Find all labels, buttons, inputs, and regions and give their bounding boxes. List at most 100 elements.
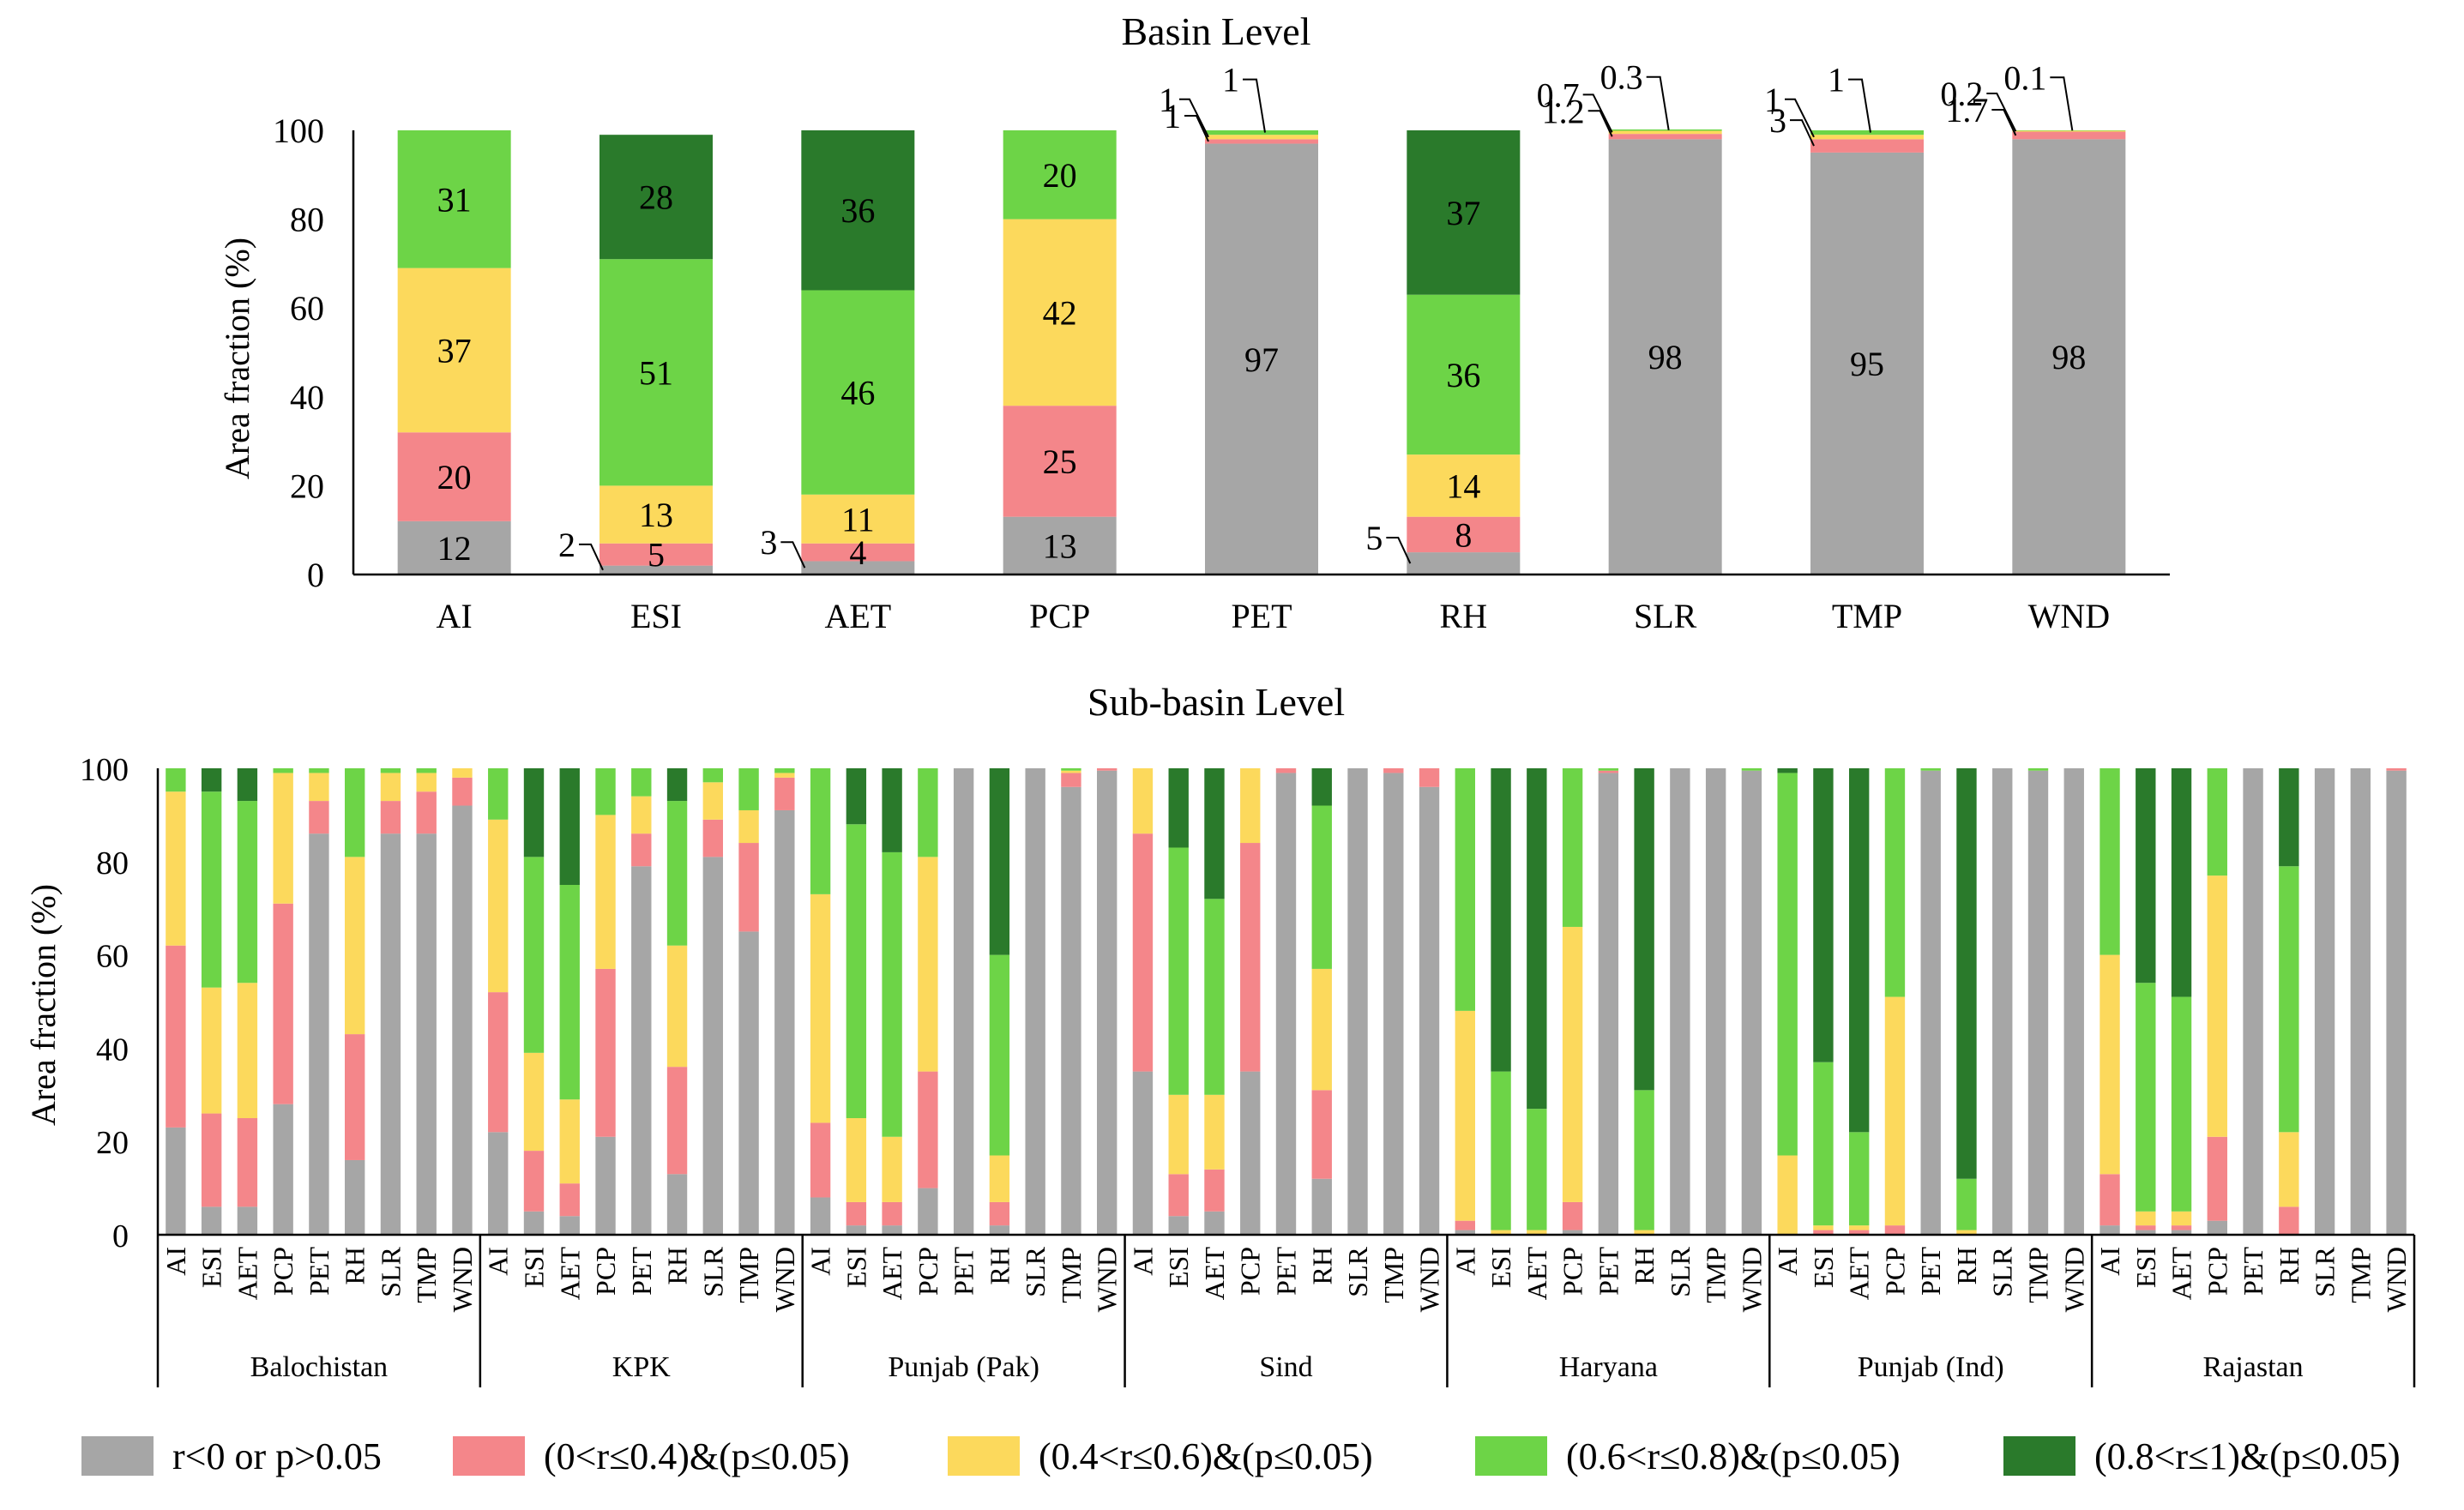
sub-basin-group-label: Punjab (Pak) [888, 1351, 1039, 1383]
sub-basin-bar-segment [738, 931, 759, 1235]
sub-basin-x-tick-label: WND [2381, 1247, 2412, 1312]
basin-bar-segment [801, 290, 915, 495]
basin-x-tick-label: SLR [1634, 597, 1697, 635]
sub-basin-bar-segment [810, 1122, 831, 1198]
sub-basin-bar-segment [1562, 1201, 1583, 1230]
basin-data-label: 36 [840, 191, 875, 230]
sub-basin-bar-segment [488, 992, 509, 1133]
sub-basin-bar-segment [1920, 770, 1941, 1235]
sub-basin-bar-segment [309, 801, 329, 834]
basin-data-label: 31 [437, 180, 472, 219]
sub-basin-bar-segment [989, 954, 1010, 1156]
sub-basin-bar-segment [1383, 768, 1404, 773]
sub-basin-bar-segment [882, 1201, 902, 1226]
sub-basin-x-tick-label: WND [2058, 1247, 2089, 1312]
sub-basin-y-tick-label: 60 [96, 939, 129, 975]
basin-callout-label: 0.2 [1940, 75, 1983, 113]
basin-y-tick-label: 20 [290, 466, 324, 505]
sub-basin-bar-segment [344, 1159, 365, 1235]
legend-label: (0.8<r≤1)&(p≤0.05) [2094, 1435, 2401, 1477]
sub-basin-level-panel: Sub-basin Level Area fraction (%) 0 20 40 6… [24, 680, 2416, 1387]
basin-bar-segment [1407, 516, 1521, 553]
sub-basin-bar-segment [595, 968, 616, 1137]
sub-basin-x-tick-label: AET [554, 1247, 585, 1301]
sub-basin-bar-segment [1096, 770, 1118, 1235]
basin-bar-segment [1205, 130, 1318, 135]
sub-basin-bar-segment [2386, 768, 2407, 771]
basin-bar-segment [2012, 139, 2126, 575]
sub-basin-bar-segment [1383, 773, 1404, 1235]
sub-basin-x-tick-label: WND [447, 1247, 478, 1312]
sub-basin-bar-segment [989, 1225, 1010, 1235]
sub-basin-x-tick-label: AET [1199, 1247, 1230, 1301]
sub-basin-x-tick-label: AI [2094, 1247, 2125, 1276]
sub-basin-bar-segment [166, 1127, 186, 1235]
sub-basin-bar-segment [1061, 770, 1081, 773]
sub-basin-bar-segment [416, 768, 437, 773]
basin-bar-segment [599, 135, 713, 260]
legend-swatch [81, 1436, 154, 1476]
sub-basin-bar-segment [1168, 768, 1189, 848]
basin-bar-segment [1608, 129, 1722, 131]
basin-data-label: 11 [841, 500, 875, 538]
basin-y-tick-label: 60 [290, 289, 324, 328]
legend: r<0 or p>0.05 (0<r≤0.4)&(p≤0.05) (0.4<r≤0.… [81, 1435, 2401, 1477]
sub-basin-bar-segment [2027, 770, 2049, 1235]
sub-basin-bar-segment [882, 851, 902, 1137]
legend-swatch [1475, 1436, 1547, 1476]
sub-basin-bar-segment [1956, 1178, 1977, 1230]
sub-basin-bar-segment [273, 768, 293, 773]
sub-basin-bar-segment [1634, 768, 1654, 1091]
sub-basin-bar-segment [416, 833, 437, 1235]
basin-y-tick-label: 100 [273, 111, 324, 150]
sub-basin-bar-segment [631, 866, 652, 1235]
legend-label: (0<r≤0.4)&(p≤0.05) [544, 1435, 850, 1477]
sub-basin-bar-segment [2136, 1211, 2156, 1226]
sub-basin-bar-segment [2136, 768, 2156, 984]
basin-data-label: 37 [437, 331, 472, 370]
sub-basin-group-label: Sind [1259, 1351, 1312, 1383]
sub-basin-bar-segment [273, 773, 293, 904]
sub-basin-bar-segment [595, 768, 616, 815]
sub-basin-bar-segment [846, 1118, 867, 1202]
sub-basin-bar-segment [559, 768, 580, 885]
basin-bar-segment [599, 543, 713, 566]
sub-basin-bar-segment [1132, 768, 1154, 834]
sub-basin-bar-segment [2100, 1174, 2120, 1226]
basin-bar-segment [801, 494, 915, 544]
sub-basin-bar-segment [1598, 768, 1619, 771]
sub-basin-x-tick-label: RH [340, 1247, 371, 1284]
sub-basin-bar-segment [1311, 1090, 1332, 1179]
sub-basin-x-tick-label: ESI [2130, 1247, 2161, 1288]
basin-bar-segment [2012, 131, 2126, 140]
sub-basin-bar-segment [523, 1211, 545, 1235]
basin-data-label: 36 [1446, 356, 1480, 394]
sub-basin-x-tick-label: SLR [1342, 1246, 1373, 1296]
sub-basin-bar-segment [344, 1034, 365, 1160]
sub-basin-bar-segment [1848, 1132, 1870, 1226]
sub-basin-x-tick-label: PCP [1879, 1247, 1910, 1296]
sub-basin-bar-segment [2279, 768, 2299, 867]
sub-basin-bar-segment [774, 768, 795, 773]
sub-basin-x-tick-label: TMP [1701, 1247, 1732, 1303]
sub-basin-bar-segment [1061, 773, 1081, 787]
sub-basin-bar-segment [1598, 770, 1619, 773]
basin-callout-label: 1 [1164, 97, 1181, 135]
sub-basin-bar-segment [2207, 768, 2228, 876]
basin-bar-segment [397, 432, 511, 521]
basin-bar-segment [1407, 130, 1521, 295]
basin-callout-label: 1 [1222, 61, 1239, 99]
sub-basin-x-tick-label: PET [1271, 1247, 1302, 1296]
sub-basin-bar-segment [1848, 1225, 1870, 1230]
sub-basin-bar-segment [2314, 768, 2335, 1235]
sub-basin-y-tick-label: 40 [96, 1032, 129, 1068]
sub-basin-bar-segment [1634, 1090, 1654, 1230]
basin-callout-leader [1848, 78, 1871, 133]
sub-basin-bar-segment [309, 773, 329, 802]
basin-bar-segment [397, 268, 511, 433]
basin-level-panel: Basin Level Area fraction (%) 0 20 40 60 80 1… [218, 9, 2170, 635]
sub-basin-x-tick-label: PCP [2202, 1247, 2232, 1296]
basin-x-tick-label: ESI [630, 597, 682, 635]
